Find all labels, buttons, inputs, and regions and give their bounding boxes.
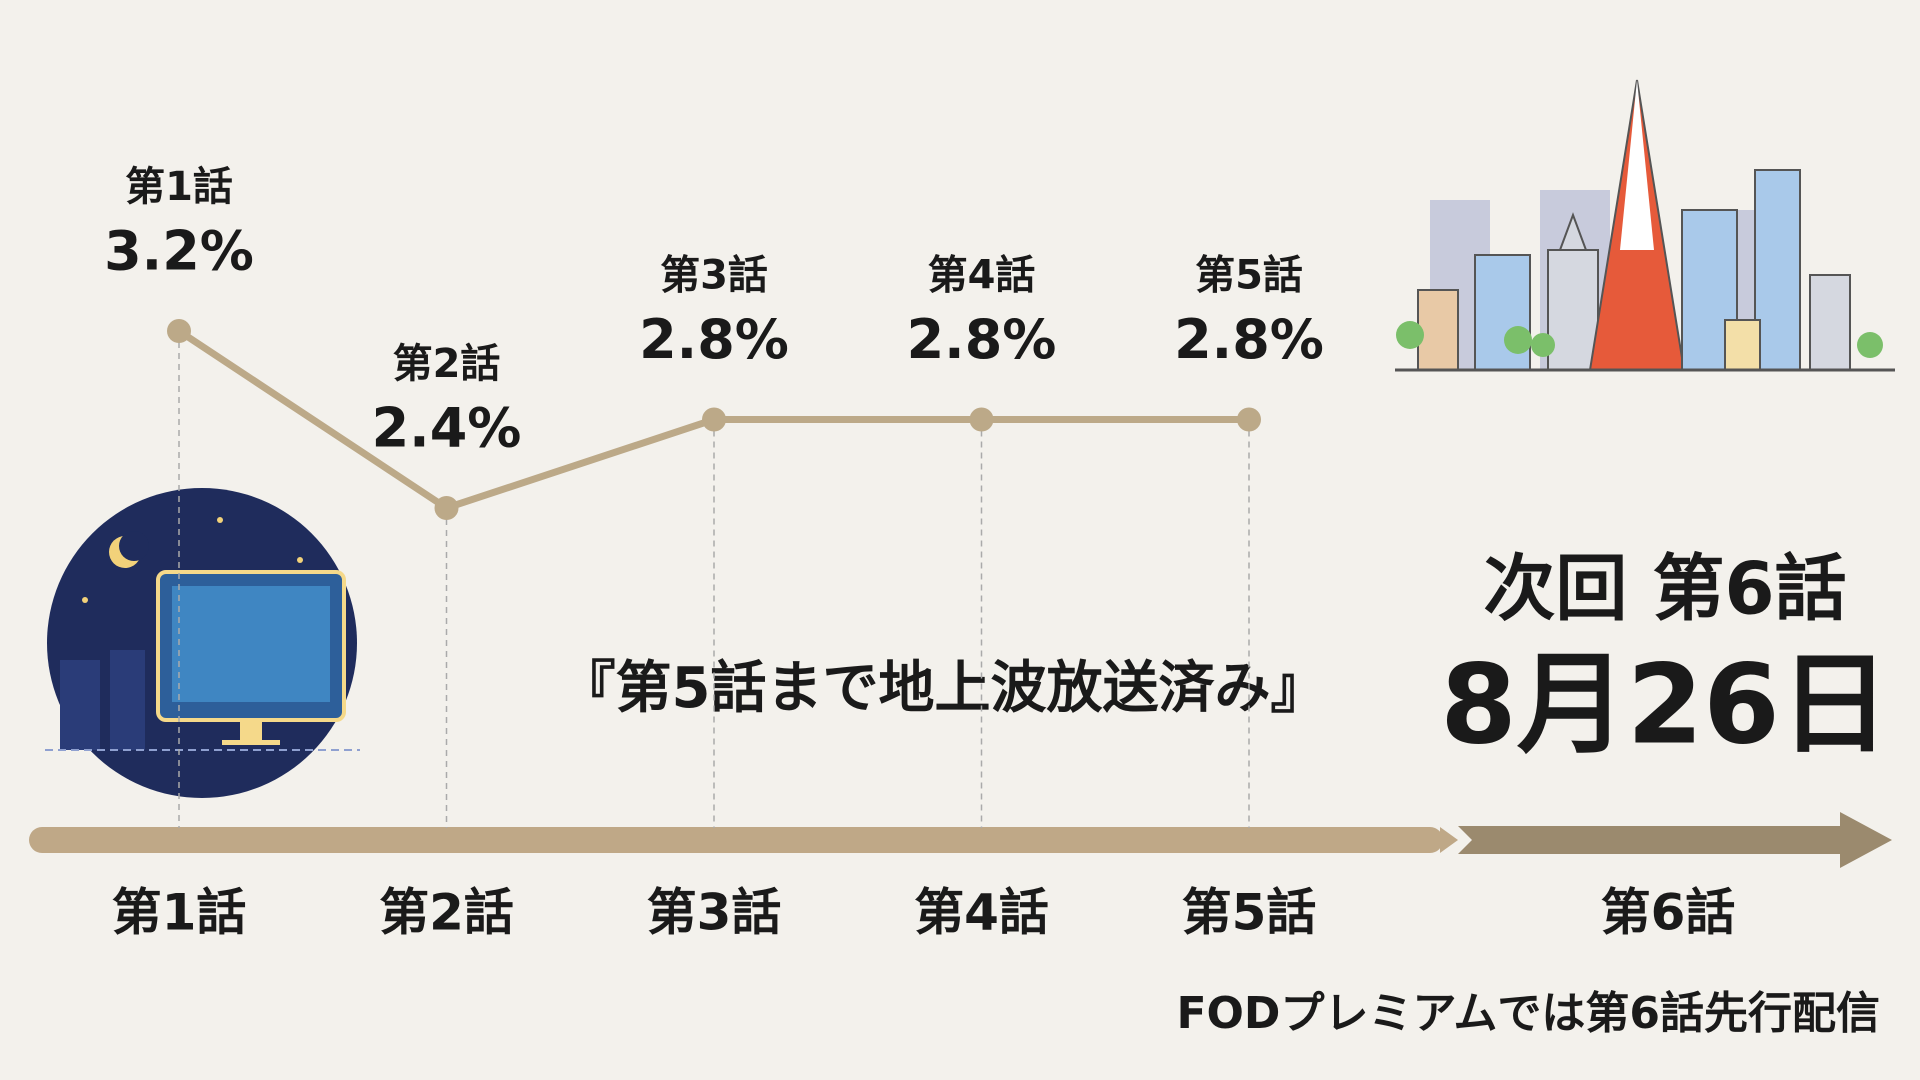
point: [434, 496, 459, 520]
timeline-label: 第2話: [379, 884, 514, 942]
point-category: 第5話: [1195, 253, 1303, 299]
timeline-label: 第1話: [112, 884, 247, 942]
value-label: 2.8%: [907, 308, 1057, 371]
timeline-label: 第3話: [647, 884, 782, 942]
footer: FODプレミアムでは第6話先行配信: [1176, 988, 1880, 1039]
point-category: 第2話: [393, 341, 501, 387]
next-episode: 次回 第6話: [1483, 547, 1846, 631]
value-label: 3.2%: [104, 220, 254, 283]
timeline-arrow: [1458, 812, 1892, 868]
timeline-label: 第4話: [914, 884, 1049, 942]
point-category: 第3話: [660, 253, 768, 299]
value-label: 2.8%: [1174, 308, 1324, 371]
timeline-chevron: [1440, 827, 1458, 853]
point-category: 第1話: [125, 164, 233, 210]
point-category: 第4話: [928, 253, 1036, 299]
point: [702, 407, 726, 432]
annotation: 『第5話まで地上波放送済み』: [560, 656, 1327, 721]
timeline-label: 第6話: [1601, 884, 1736, 942]
city-illustration: [1395, 79, 1895, 372]
timeline-label: 第5話: [1182, 884, 1317, 942]
point: [1237, 407, 1261, 432]
point: [167, 319, 191, 343]
tv-illustration: [45, 488, 360, 798]
value-label: 2.4%: [372, 397, 522, 460]
value-label: 2.8%: [639, 308, 789, 371]
next-date: 8月26日: [1440, 640, 1890, 768]
point: [969, 407, 994, 432]
